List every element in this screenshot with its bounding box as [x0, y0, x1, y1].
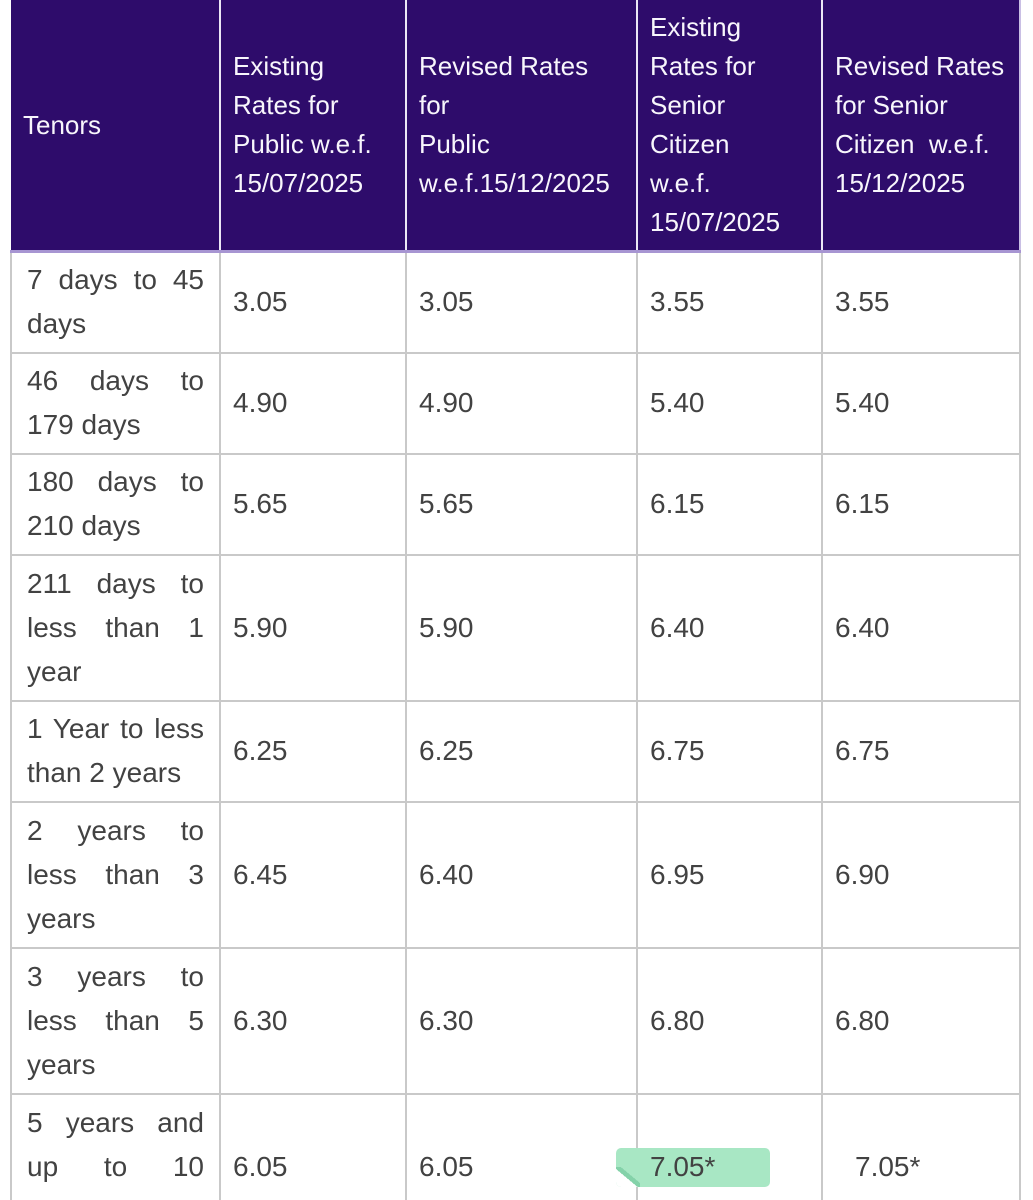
col-header-tenors: Tenors	[11, 0, 221, 253]
deposit-rates-table: Tenors Existing Rates for Public w.e.f. …	[10, 0, 1021, 1200]
tenor-cell: 7 days to 45 days	[10, 250, 221, 354]
col-header-revised-rates-senior: Revised Rates for Senior Citizen w.e.f. …	[822, 0, 1021, 253]
rate-cell: 5.40	[821, 351, 1021, 455]
rate-cell: 7.05*	[616, 1092, 823, 1200]
table-row: 5 years and up to 10 years 6.05 6.05 7.0…	[10, 1092, 1021, 1200]
rate-cell: 6.05	[219, 1092, 407, 1200]
table-row: 3 years to less than 5 years 6.30 6.30 6…	[10, 946, 1021, 1095]
rate-cell: 5.65	[405, 452, 638, 556]
tenor-cell: 1 Year to less than 2 years	[10, 699, 221, 803]
rate-cell: 6.25	[405, 699, 638, 803]
rate-cell: 3.05	[405, 250, 638, 354]
table-header: Tenors Existing Rates for Public w.e.f. …	[11, 0, 1021, 253]
col-header-revised-rates-public: Revised Rates for Public w.e.f.15/12/202…	[406, 0, 638, 253]
rate-cell: 6.45	[219, 800, 407, 949]
rate-cell: 3.55	[821, 250, 1021, 354]
rate-cell: 5.65	[219, 452, 407, 556]
table-row: 2 years to less than 3 years 6.45 6.40 6…	[10, 800, 1021, 949]
rate-cell: 3.55	[636, 250, 823, 354]
table-row: 180 days to 210 days 5.65 5.65 6.15 6.15	[10, 452, 1021, 556]
rate-cell: 5.90	[219, 553, 407, 702]
rate-cell: 6.40	[405, 800, 638, 949]
table-row: 1 Year to less than 2 years 6.25 6.25 6.…	[10, 699, 1021, 803]
rate-cell: 6.75	[636, 699, 823, 803]
rate-cell: 6.30	[219, 946, 407, 1095]
table-body: 7 days to 45 days 3.05 3.05 3.55 3.55 46…	[10, 250, 1021, 1200]
rate-cell: 6.75	[821, 699, 1021, 803]
table-row: 46 days to 179 days 4.90 4.90 5.40 5.40	[10, 351, 1021, 455]
rate-cell: 4.90	[219, 351, 407, 455]
rate-cell: 6.80	[636, 946, 823, 1095]
tenor-cell: 180 days to 210 days	[10, 452, 221, 556]
tenor-cell: 5 years and up to 10 years	[10, 1092, 221, 1200]
tenor-cell: 2 years to less than 3 years	[10, 800, 221, 949]
table-row: 211 days to less than 1 year 5.90 5.90 6…	[10, 553, 1021, 702]
rate-cell: 6.15	[821, 452, 1021, 556]
rate-cell: 6.80	[821, 946, 1021, 1095]
rate-cell: 6.90	[821, 800, 1021, 949]
rate-cell: 6.40	[636, 553, 823, 702]
rate-cell: 7.05*	[821, 1092, 1021, 1200]
highlighted-rate-value: 7.05*	[616, 1147, 771, 1187]
rate-cell: 5.40	[636, 351, 823, 455]
rate-cell: 6.40	[821, 553, 1021, 702]
tenor-cell: 3 years to less than 5 years	[10, 946, 221, 1095]
col-header-existing-rates-senior: Existing Rates for Senior Citizen w.e.f.…	[637, 0, 823, 253]
rate-cell: 5.90	[405, 553, 638, 702]
header-row: Tenors Existing Rates for Public w.e.f. …	[11, 0, 1021, 253]
rate-cell: 6.05	[405, 1092, 638, 1200]
rate-cell: 6.30	[405, 946, 638, 1095]
tenor-cell: 211 days to less than 1 year	[10, 553, 221, 702]
rate-cell: 6.15	[636, 452, 823, 556]
rate-cell: 6.95	[636, 800, 823, 949]
rate-cell: 4.90	[405, 351, 638, 455]
rate-cell: 3.05	[219, 250, 407, 354]
tenor-cell: 46 days to 179 days	[10, 351, 221, 455]
col-header-existing-rates-public: Existing Rates for Public w.e.f. 15/07/2…	[220, 0, 407, 253]
rate-cell: 6.25	[219, 699, 407, 803]
table-row: 7 days to 45 days 3.05 3.05 3.55 3.55	[10, 250, 1021, 354]
